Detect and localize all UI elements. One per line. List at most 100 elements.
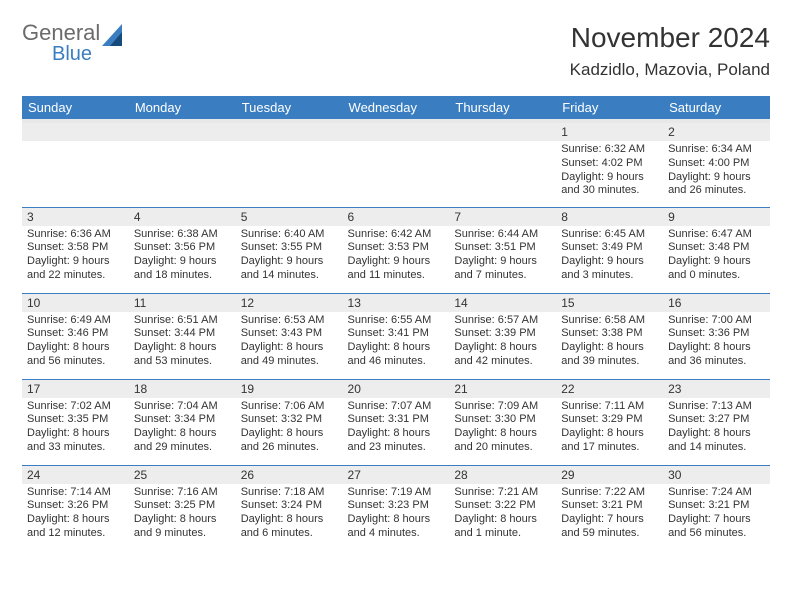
day-cell: 21Sunrise: 7:09 AMSunset: 3:30 PMDayligh… — [449, 379, 556, 465]
month-title: November 2024 — [570, 22, 770, 54]
day-details: Sunrise: 7:11 AMSunset: 3:29 PMDaylight:… — [556, 398, 663, 459]
calendar-table: SundayMondayTuesdayWednesdayThursdayFrid… — [22, 96, 770, 551]
daylight-text: Daylight: 8 hours and 20 minutes. — [454, 427, 551, 455]
sunrise-text: Sunrise: 6:58 AM — [561, 314, 658, 328]
day-number: 6 — [343, 208, 450, 226]
sunrise-text: Sunrise: 7:06 AM — [241, 400, 338, 414]
day-details: Sunrise: 6:47 AMSunset: 3:48 PMDaylight:… — [663, 226, 770, 287]
day-details: Sunrise: 7:16 AMSunset: 3:25 PMDaylight:… — [129, 484, 236, 545]
day-details: Sunrise: 7:07 AMSunset: 3:31 PMDaylight:… — [343, 398, 450, 459]
day-details: Sunrise: 6:57 AMSunset: 3:39 PMDaylight:… — [449, 312, 556, 373]
day-details: Sunrise: 7:18 AMSunset: 3:24 PMDaylight:… — [236, 484, 343, 545]
day-cell: 30Sunrise: 7:24 AMSunset: 3:21 PMDayligh… — [663, 465, 770, 551]
daylight-text: Daylight: 7 hours and 59 minutes. — [561, 513, 658, 541]
day-cell: 14Sunrise: 6:57 AMSunset: 3:39 PMDayligh… — [449, 293, 556, 379]
day-cell: 28Sunrise: 7:21 AMSunset: 3:22 PMDayligh… — [449, 465, 556, 551]
daylight-text: Daylight: 9 hours and 14 minutes. — [241, 255, 338, 283]
day-details: Sunrise: 6:55 AMSunset: 3:41 PMDaylight:… — [343, 312, 450, 373]
daylight-text: Daylight: 8 hours and 53 minutes. — [134, 341, 231, 369]
sunrise-text: Sunrise: 7:07 AM — [348, 400, 445, 414]
day-cell: 18Sunrise: 7:04 AMSunset: 3:34 PMDayligh… — [129, 379, 236, 465]
day-cell — [343, 121, 450, 207]
sunset-text: Sunset: 3:55 PM — [241, 241, 338, 255]
weekday-header: Monday — [129, 96, 236, 121]
sunset-text: Sunset: 3:24 PM — [241, 499, 338, 513]
sunset-text: Sunset: 3:36 PM — [668, 327, 765, 341]
sunrise-text: Sunrise: 6:40 AM — [241, 228, 338, 242]
day-cell: 3Sunrise: 6:36 AMSunset: 3:58 PMDaylight… — [22, 207, 129, 293]
day-number: 22 — [556, 380, 663, 398]
sunset-text: Sunset: 3:26 PM — [27, 499, 124, 513]
day-number: 21 — [449, 380, 556, 398]
sunrise-text: Sunrise: 6:44 AM — [454, 228, 551, 242]
day-number: 9 — [663, 208, 770, 226]
sunset-text: Sunset: 4:02 PM — [561, 157, 658, 171]
day-number: 2 — [663, 123, 770, 141]
sunset-text: Sunset: 3:44 PM — [134, 327, 231, 341]
daylight-text: Daylight: 9 hours and 30 minutes. — [561, 171, 658, 199]
day-cell: 25Sunrise: 7:16 AMSunset: 3:25 PMDayligh… — [129, 465, 236, 551]
day-details: Sunrise: 7:14 AMSunset: 3:26 PMDaylight:… — [22, 484, 129, 545]
day-details: Sunrise: 6:34 AMSunset: 4:00 PMDaylight:… — [663, 141, 770, 202]
weekday-header: Sunday — [22, 96, 129, 121]
day-number: 10 — [22, 294, 129, 312]
day-details: Sunrise: 7:22 AMSunset: 3:21 PMDaylight:… — [556, 484, 663, 545]
day-cell: 2Sunrise: 6:34 AMSunset: 4:00 PMDaylight… — [663, 121, 770, 207]
day-number: 24 — [22, 466, 129, 484]
sunset-text: Sunset: 3:29 PM — [561, 413, 658, 427]
week-row: 17Sunrise: 7:02 AMSunset: 3:35 PMDayligh… — [22, 379, 770, 465]
daylight-text: Daylight: 8 hours and 46 minutes. — [348, 341, 445, 369]
day-number: 8 — [556, 208, 663, 226]
day-number: 29 — [556, 466, 663, 484]
daylight-text: Daylight: 8 hours and 39 minutes. — [561, 341, 658, 369]
sunset-text: Sunset: 3:21 PM — [561, 499, 658, 513]
day-cell: 24Sunrise: 7:14 AMSunset: 3:26 PMDayligh… — [22, 465, 129, 551]
day-details: Sunrise: 6:40 AMSunset: 3:55 PMDaylight:… — [236, 226, 343, 287]
day-cell: 17Sunrise: 7:02 AMSunset: 3:35 PMDayligh… — [22, 379, 129, 465]
sunrise-text: Sunrise: 6:42 AM — [348, 228, 445, 242]
daylight-text: Daylight: 8 hours and 29 minutes. — [134, 427, 231, 455]
sunrise-text: Sunrise: 7:04 AM — [134, 400, 231, 414]
day-cell: 9Sunrise: 6:47 AMSunset: 3:48 PMDaylight… — [663, 207, 770, 293]
day-number: 25 — [129, 466, 236, 484]
sunset-text: Sunset: 3:56 PM — [134, 241, 231, 255]
day-cell — [22, 121, 129, 207]
sunset-text: Sunset: 3:27 PM — [668, 413, 765, 427]
day-number: 7 — [449, 208, 556, 226]
day-number: 15 — [556, 294, 663, 312]
day-details: Sunrise: 7:19 AMSunset: 3:23 PMDaylight:… — [343, 484, 450, 545]
day-cell — [129, 121, 236, 207]
day-number: 26 — [236, 466, 343, 484]
sunset-text: Sunset: 3:43 PM — [241, 327, 338, 341]
day-number-empty — [22, 123, 129, 141]
week-row: 3Sunrise: 6:36 AMSunset: 3:58 PMDaylight… — [22, 207, 770, 293]
page-header: General Blue November 2024 Kadzidlo, Maz… — [22, 22, 770, 80]
day-number-empty — [236, 123, 343, 141]
day-details: Sunrise: 7:09 AMSunset: 3:30 PMDaylight:… — [449, 398, 556, 459]
weekday-header: Thursday — [449, 96, 556, 121]
day-number: 5 — [236, 208, 343, 226]
sunset-text: Sunset: 3:32 PM — [241, 413, 338, 427]
daylight-text: Daylight: 9 hours and 26 minutes. — [668, 171, 765, 199]
day-cell: 1Sunrise: 6:32 AMSunset: 4:02 PMDaylight… — [556, 121, 663, 207]
day-number: 23 — [663, 380, 770, 398]
sunset-text: Sunset: 3:21 PM — [668, 499, 765, 513]
day-number: 27 — [343, 466, 450, 484]
week-row: 1Sunrise: 6:32 AMSunset: 4:02 PMDaylight… — [22, 121, 770, 207]
daylight-text: Daylight: 8 hours and 9 minutes. — [134, 513, 231, 541]
day-details: Sunrise: 7:13 AMSunset: 3:27 PMDaylight:… — [663, 398, 770, 459]
weekday-header: Friday — [556, 96, 663, 121]
sunset-text: Sunset: 3:30 PM — [454, 413, 551, 427]
week-row: 10Sunrise: 6:49 AMSunset: 3:46 PMDayligh… — [22, 293, 770, 379]
daylight-text: Daylight: 8 hours and 17 minutes. — [561, 427, 658, 455]
logo: General Blue — [22, 22, 128, 64]
day-number: 12 — [236, 294, 343, 312]
sunset-text: Sunset: 3:53 PM — [348, 241, 445, 255]
sunrise-text: Sunrise: 7:02 AM — [27, 400, 124, 414]
sunrise-text: Sunrise: 6:34 AM — [668, 143, 765, 157]
sunrise-text: Sunrise: 7:00 AM — [668, 314, 765, 328]
daylight-text: Daylight: 8 hours and 12 minutes. — [27, 513, 124, 541]
day-cell: 16Sunrise: 7:00 AMSunset: 3:36 PMDayligh… — [663, 293, 770, 379]
sunrise-text: Sunrise: 6:36 AM — [27, 228, 124, 242]
day-number: 30 — [663, 466, 770, 484]
